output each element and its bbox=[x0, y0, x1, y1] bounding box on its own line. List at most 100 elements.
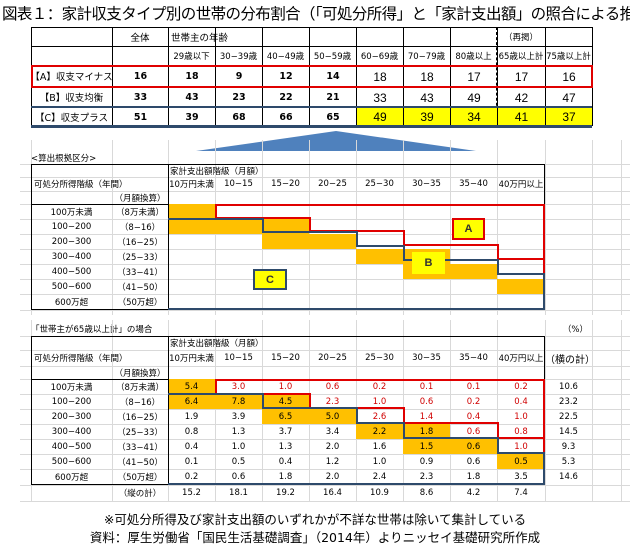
region-c-border bbox=[356, 231, 358, 246]
region-a-border bbox=[309, 217, 311, 232]
region-c-border bbox=[168, 483, 545, 485]
region-b-cell bbox=[356, 424, 403, 439]
expense-column-header: 15−20 bbox=[271, 353, 300, 363]
income-header: 可処分所得階級（年間） bbox=[34, 354, 128, 364]
col-total: 15.2 bbox=[182, 488, 201, 498]
table-cell: 0.4 bbox=[466, 411, 481, 422]
region-c-border bbox=[403, 437, 497, 439]
region-a-border bbox=[497, 244, 499, 259]
section2-heading: 「世帯主が65歳以上計」の場合 bbox=[31, 325, 153, 335]
page-title: 図表１：家計収支タイプ別の世帯の分布割合（「可処分所得」と「家計支出額」の照合に… bbox=[2, 5, 630, 23]
income-row-monthly: （33−41） bbox=[117, 267, 163, 278]
table-cell: 0.8 bbox=[514, 426, 528, 437]
column-divider bbox=[112, 27, 113, 126]
table-cell: 12 bbox=[279, 71, 293, 82]
table-cell: 22 bbox=[279, 92, 293, 103]
income-row-label: 100万未満 bbox=[50, 382, 93, 393]
income-row-label: 600万超 bbox=[54, 473, 89, 483]
table-cell: 0.2 bbox=[372, 381, 387, 392]
table-cell: 47 bbox=[562, 90, 576, 105]
region-c-border bbox=[262, 393, 264, 409]
expense-header: 家計支出額階級（月額） bbox=[170, 166, 264, 177]
table-cell: 39 bbox=[185, 111, 199, 123]
header-total: 全体 bbox=[130, 32, 150, 44]
income-row-monthly: （33−41） bbox=[117, 442, 163, 453]
row-total-header: （横の計） bbox=[545, 354, 595, 366]
row-a-border bbox=[31, 86, 592, 88]
border bbox=[31, 336, 32, 485]
table-cell: 5.4 bbox=[184, 381, 199, 392]
region-a-border bbox=[215, 204, 217, 218]
up-arrow-icon bbox=[196, 131, 476, 151]
table-cell: 6.4 bbox=[184, 396, 199, 407]
region-a-border bbox=[403, 407, 405, 423]
region-c-border bbox=[543, 273, 545, 310]
table-cell: 65 bbox=[326, 111, 340, 123]
grid-line bbox=[215, 320, 216, 501]
region-b-cell bbox=[403, 439, 450, 454]
table-cell: 1.0 bbox=[514, 411, 528, 422]
border bbox=[31, 484, 168, 485]
region-b-cell bbox=[450, 264, 497, 279]
table-cell: 0.6 bbox=[231, 472, 246, 482]
income-row-monthly: （41−50） bbox=[117, 457, 163, 468]
table-cell: 1.3 bbox=[231, 426, 246, 437]
table-cell: 1.5 bbox=[419, 441, 434, 452]
region-a-border bbox=[403, 422, 497, 424]
grid-line bbox=[20, 366, 630, 367]
table-cell: 34 bbox=[451, 108, 497, 126]
region-a-border bbox=[497, 258, 545, 260]
col-total: 8.6 bbox=[419, 488, 434, 498]
region-c-border bbox=[403, 422, 405, 438]
table-cell: 3.0 bbox=[231, 381, 246, 392]
region-b-cell bbox=[262, 409, 309, 424]
table-cell: 0.6 bbox=[466, 426, 481, 437]
table-cell: 16 bbox=[133, 71, 148, 82]
region-c-border bbox=[497, 273, 545, 275]
expense-column-header: 30−35 bbox=[412, 179, 441, 189]
source-note: 資料：厚生労働省「国民生活基礎調査」（2014年）よりニッセイ基礎研究所作成 bbox=[89, 530, 541, 545]
grid-line bbox=[497, 140, 498, 315]
border bbox=[31, 164, 32, 310]
age-column-header: 70−79歳 bbox=[407, 51, 446, 62]
grid-line bbox=[20, 454, 630, 455]
table-cell: 0.4 bbox=[184, 441, 199, 452]
expense-column-header: 40万円以上 bbox=[498, 354, 544, 364]
table-cell: 17 bbox=[467, 69, 481, 84]
table-cell: 2.3 bbox=[325, 396, 340, 407]
table-cell: 0.5 bbox=[514, 456, 528, 467]
region-c-border bbox=[403, 259, 497, 261]
grid-line bbox=[20, 219, 630, 220]
table-cell: 18 bbox=[185, 71, 199, 82]
table-cell: 41 bbox=[498, 108, 545, 126]
region-c-border bbox=[543, 452, 545, 485]
table-cell: 4.5 bbox=[278, 396, 293, 407]
table-cell: 3.7 bbox=[278, 426, 293, 437]
table-cell: 0.1 bbox=[184, 456, 199, 467]
region-b-cell bbox=[262, 234, 309, 249]
border bbox=[31, 336, 545, 337]
age-column-header: 60−69歳 bbox=[360, 51, 399, 62]
income-row-label: 500−600 bbox=[51, 456, 92, 467]
table-cell: 43 bbox=[185, 92, 199, 103]
row-total: 14.6 bbox=[559, 472, 578, 482]
income-row-label: 100−200 bbox=[51, 221, 92, 232]
col-total-label: （縦の計） bbox=[118, 489, 162, 499]
table-cell: 7.8 bbox=[231, 396, 246, 407]
grid-line bbox=[592, 320, 593, 501]
region-a-border bbox=[543, 204, 545, 280]
region-c-border bbox=[262, 231, 356, 233]
income-row-monthly: （50万超） bbox=[117, 473, 163, 483]
expense-column-header: 35−40 bbox=[459, 353, 488, 363]
row-total: 9.3 bbox=[561, 441, 576, 452]
region-b-cell bbox=[215, 394, 262, 409]
table-cell: 0.1 bbox=[419, 381, 434, 392]
table-cell: 1.0 bbox=[231, 441, 246, 452]
table-cell: 2.6 bbox=[372, 411, 387, 422]
table-cell: 0.5 bbox=[231, 456, 246, 467]
region-b-cell bbox=[168, 379, 215, 394]
table-cell: 1.0 bbox=[372, 396, 387, 407]
table-cell: 23 bbox=[232, 92, 246, 103]
income-row-monthly: （8−16） bbox=[119, 222, 161, 233]
table-cell: 0.1 bbox=[466, 381, 481, 392]
